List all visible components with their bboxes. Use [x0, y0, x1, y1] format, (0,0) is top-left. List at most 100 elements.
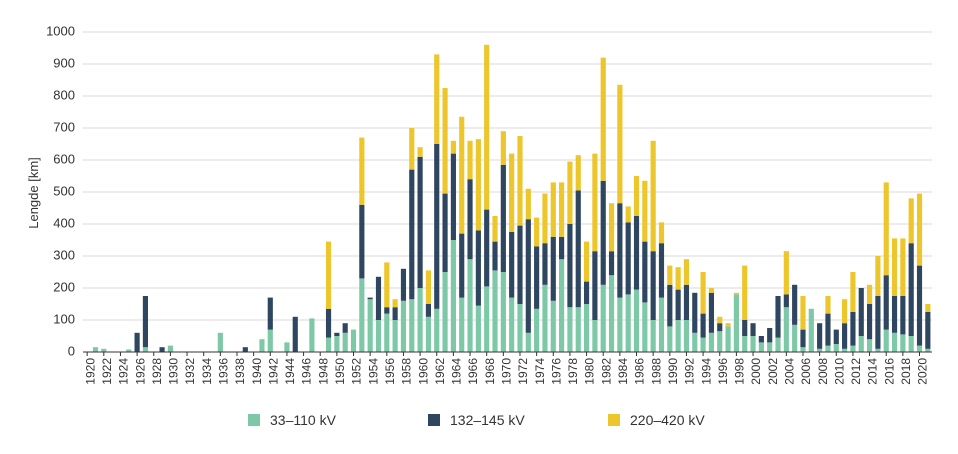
bar-segment [800, 347, 806, 352]
x-tick-label: 1980 [583, 358, 597, 385]
bar-segment [675, 267, 681, 290]
bar-segment [342, 332, 348, 352]
bar-segment [908, 198, 914, 244]
bar-segment [625, 206, 631, 223]
bar-segment [134, 332, 140, 352]
bar-segment [217, 332, 223, 352]
bar-segment [833, 344, 839, 352]
x-tick-label: 1996 [716, 358, 730, 385]
bar-segment [792, 284, 798, 325]
bar-segment [442, 193, 448, 272]
bar-segment [259, 339, 265, 352]
bar-segment [742, 320, 748, 336]
bar-segment [400, 300, 407, 352]
x-tick-label: 1950 [333, 358, 347, 385]
bar-segment [717, 316, 723, 324]
bar-segment [658, 222, 665, 244]
bar-segment [442, 88, 448, 194]
bar-segment [567, 307, 573, 352]
bar-segment [708, 292, 715, 333]
bar-segment [650, 140, 656, 252]
bar-segment [733, 294, 739, 352]
x-tick-label: 1952 [350, 358, 364, 385]
bar-segment [858, 288, 864, 336]
bar-segment [750, 323, 756, 336]
bar-segment [583, 304, 590, 352]
x-tick-label: 1972 [516, 358, 530, 385]
x-tick-label: 1932 [183, 358, 197, 385]
bar-segment [425, 270, 432, 304]
bar-segment [442, 272, 448, 352]
x-tick-label: 2000 [749, 358, 763, 385]
bar-segment [417, 288, 423, 352]
bar-segment [575, 155, 581, 191]
y-tick-label: 400 [53, 215, 75, 230]
bar-segment [825, 345, 831, 352]
bar-segment [825, 313, 831, 346]
legend: 33–110 kV 132–145 kV 220–420 kV [0, 404, 958, 434]
bar-segment [142, 296, 149, 348]
x-tick-label: 1940 [250, 358, 264, 385]
x-tick-label: 1946 [300, 358, 314, 385]
bar-segment [583, 241, 590, 282]
bar-segment [550, 300, 556, 352]
bar-segment [592, 153, 598, 252]
x-tick-label: 2008 [816, 358, 830, 385]
bar-segment [842, 348, 848, 352]
bar-segment [742, 265, 748, 320]
bar-segment [159, 347, 165, 352]
bar-segment [683, 259, 690, 285]
bar-segment [459, 297, 465, 352]
bar-segment [475, 139, 481, 231]
bar-segment [891, 332, 898, 352]
bar-segment [517, 304, 523, 352]
axes: 0 100 200 300 400 500 600 700 800 900 1000 1920 1922… [46, 23, 932, 385]
bar-segment [625, 222, 631, 295]
bar-segment [775, 337, 781, 352]
bar-segment [866, 304, 873, 340]
bar-segment [850, 272, 856, 312]
bar-segment [875, 348, 881, 352]
bar-segment [575, 307, 581, 352]
bar-segment [384, 307, 390, 314]
bar-segment [758, 336, 764, 343]
bar-segment [900, 296, 906, 335]
legend-item-220-420kv: 220–420 kV [608, 412, 705, 428]
bar-segment [459, 233, 465, 298]
bar-segment [891, 296, 898, 333]
x-tick-label: 1974 [533, 358, 547, 385]
bar-segment [559, 259, 565, 352]
bar-segment [417, 156, 423, 288]
x-tick-label: 1964 [450, 358, 464, 385]
bar-segment [550, 236, 556, 301]
y-tick-label: 100 [53, 311, 75, 326]
y-tick-label: 500 [53, 183, 75, 198]
bar-segment [767, 328, 773, 343]
bar-segment [800, 329, 806, 348]
bar-segment [866, 284, 873, 304]
bar-segment [542, 284, 548, 352]
x-tick-label: 1920 [83, 358, 97, 385]
gridlines [83, 31, 932, 353]
bar-segment [633, 176, 640, 216]
bar-segment [583, 281, 590, 304]
legend-swatch [428, 414, 440, 426]
bar-segment [758, 342, 764, 352]
bar-segment [667, 284, 673, 327]
bar-segment [633, 289, 640, 352]
x-tick-label: 1976 [549, 358, 563, 385]
bar-segment [767, 342, 773, 352]
bar-segment [517, 225, 523, 304]
bar-segment [725, 323, 731, 327]
bar-segment [534, 217, 540, 247]
bar-segment [475, 230, 481, 306]
legend-label: 132–145 kV [450, 412, 525, 428]
bar-segment [342, 323, 348, 333]
bar-segment [783, 294, 789, 308]
x-tick-label: 1954 [366, 358, 380, 385]
bar-segment [267, 297, 273, 330]
bar-segment [817, 348, 823, 352]
bar-segment [842, 299, 848, 324]
y-tick-label: 0 [68, 343, 75, 358]
